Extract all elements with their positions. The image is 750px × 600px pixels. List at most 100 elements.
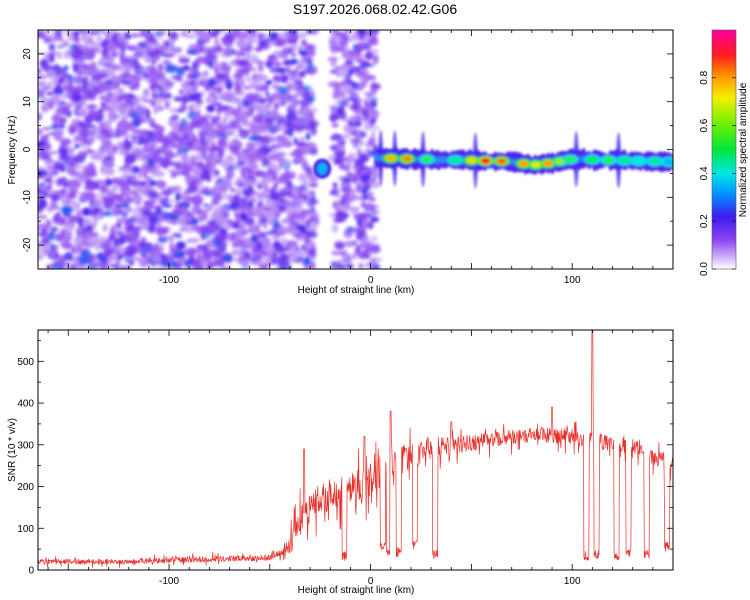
noise-speck bbox=[335, 47, 345, 52]
noise-speck bbox=[130, 75, 142, 82]
noise-speck bbox=[38, 112, 43, 117]
noise-speck bbox=[285, 192, 295, 199]
noise-speck bbox=[256, 200, 264, 207]
noise-speck bbox=[345, 171, 353, 177]
noise-speck bbox=[88, 253, 100, 260]
noise-speck bbox=[218, 182, 229, 188]
noise-speck bbox=[296, 187, 308, 191]
noise-speck bbox=[220, 265, 232, 269]
colorbar-cell bbox=[712, 165, 736, 169]
noise-speck bbox=[358, 262, 364, 269]
noise-speck bbox=[240, 118, 249, 123]
colorbar-cell bbox=[712, 211, 736, 214]
noise-speck bbox=[236, 188, 242, 196]
noise-speck bbox=[345, 160, 352, 168]
colorbar-tick-label: 0.4 bbox=[699, 166, 710, 180]
noise-speck bbox=[270, 148, 278, 152]
noise-speck bbox=[165, 258, 178, 269]
noise-speck bbox=[53, 102, 62, 106]
colorbar-cell bbox=[712, 109, 736, 113]
noise-speck bbox=[192, 105, 203, 109]
noise-speck bbox=[106, 42, 115, 52]
noise-speck bbox=[237, 181, 244, 189]
noise-speck bbox=[131, 98, 141, 106]
noise-speck bbox=[131, 213, 143, 218]
noise-speck bbox=[279, 173, 292, 181]
figure-title: S197.2026.068.02.42.G06 bbox=[293, 1, 457, 17]
noise-speck bbox=[291, 212, 302, 221]
noise-speck bbox=[245, 196, 257, 204]
noise-speck bbox=[139, 97, 147, 101]
noise-speck bbox=[308, 182, 319, 188]
colorbar-cell bbox=[712, 141, 736, 145]
noise-speck bbox=[71, 93, 83, 103]
noise-speck bbox=[338, 163, 347, 170]
noise-speck bbox=[245, 177, 254, 186]
noise-speck bbox=[234, 134, 239, 139]
noise-speck bbox=[175, 241, 186, 250]
noise-speck bbox=[348, 192, 356, 203]
noise-speck bbox=[38, 242, 44, 252]
burst-core bbox=[496, 158, 507, 165]
noise-speck bbox=[214, 218, 225, 226]
noise-speck bbox=[84, 184, 96, 191]
noise-speck bbox=[190, 183, 199, 193]
noise-speck bbox=[118, 124, 130, 132]
noise-speck bbox=[60, 195, 70, 203]
noise-speck bbox=[242, 30, 254, 40]
colorbar-cell bbox=[712, 197, 736, 200]
noise-speck bbox=[295, 129, 302, 133]
colorbar-cell bbox=[712, 105, 736, 109]
noise-speck bbox=[87, 265, 98, 269]
noise-speck bbox=[178, 66, 184, 72]
noise-speck bbox=[236, 161, 246, 165]
noise-speck bbox=[286, 242, 298, 246]
noise-speck bbox=[153, 209, 159, 220]
colorbar-cell bbox=[712, 135, 736, 139]
burst-core bbox=[603, 157, 614, 164]
noise-speck bbox=[57, 254, 68, 261]
noise-speck bbox=[346, 35, 352, 43]
noise-speck bbox=[365, 44, 372, 51]
noise-speck bbox=[157, 63, 163, 67]
noise-speck bbox=[298, 173, 307, 182]
noise-speck bbox=[344, 242, 351, 248]
noise-speck bbox=[225, 171, 235, 179]
snr-panel: -100 0 100 0 100 200 300 400 500 Height of strai… bbox=[7, 329, 674, 596]
noise-speck bbox=[101, 142, 111, 153]
noise-speck bbox=[183, 198, 195, 202]
noise-speck bbox=[179, 204, 188, 215]
noise-speck bbox=[265, 91, 270, 97]
colorbar-cell bbox=[712, 177, 736, 180]
noise-speck bbox=[38, 75, 48, 80]
noise-speck bbox=[272, 49, 282, 60]
noise-speck bbox=[201, 187, 212, 193]
noise-speck bbox=[137, 170, 142, 180]
noise-speck bbox=[80, 96, 93, 100]
noise-speck bbox=[288, 151, 301, 157]
noise-speck bbox=[187, 126, 194, 132]
colorbar-cell bbox=[712, 39, 736, 43]
noise-speck bbox=[63, 182, 69, 188]
noise-speck bbox=[162, 164, 169, 169]
noise-speck bbox=[181, 152, 189, 162]
noise-speck bbox=[286, 121, 295, 132]
noise-speck bbox=[151, 71, 162, 78]
noise-speck bbox=[272, 92, 282, 101]
noise-speck bbox=[191, 262, 203, 269]
noise-speck bbox=[306, 192, 314, 198]
noise-speck bbox=[238, 221, 246, 229]
noise-speck bbox=[144, 154, 151, 159]
snr-y-tick-label: 500 bbox=[17, 357, 34, 368]
colorbar-tick-label: 0.8 bbox=[699, 70, 710, 84]
noise-speck bbox=[188, 131, 196, 141]
noise-speck bbox=[205, 138, 212, 144]
noise-speck bbox=[331, 106, 336, 114]
noise-speck bbox=[98, 80, 111, 91]
noise-speck bbox=[241, 171, 246, 178]
noise-speck bbox=[297, 31, 308, 40]
noise-speck bbox=[222, 253, 233, 263]
colorbar-cell bbox=[712, 217, 736, 220]
noise-speck bbox=[97, 251, 103, 259]
noise-speck bbox=[38, 88, 46, 96]
